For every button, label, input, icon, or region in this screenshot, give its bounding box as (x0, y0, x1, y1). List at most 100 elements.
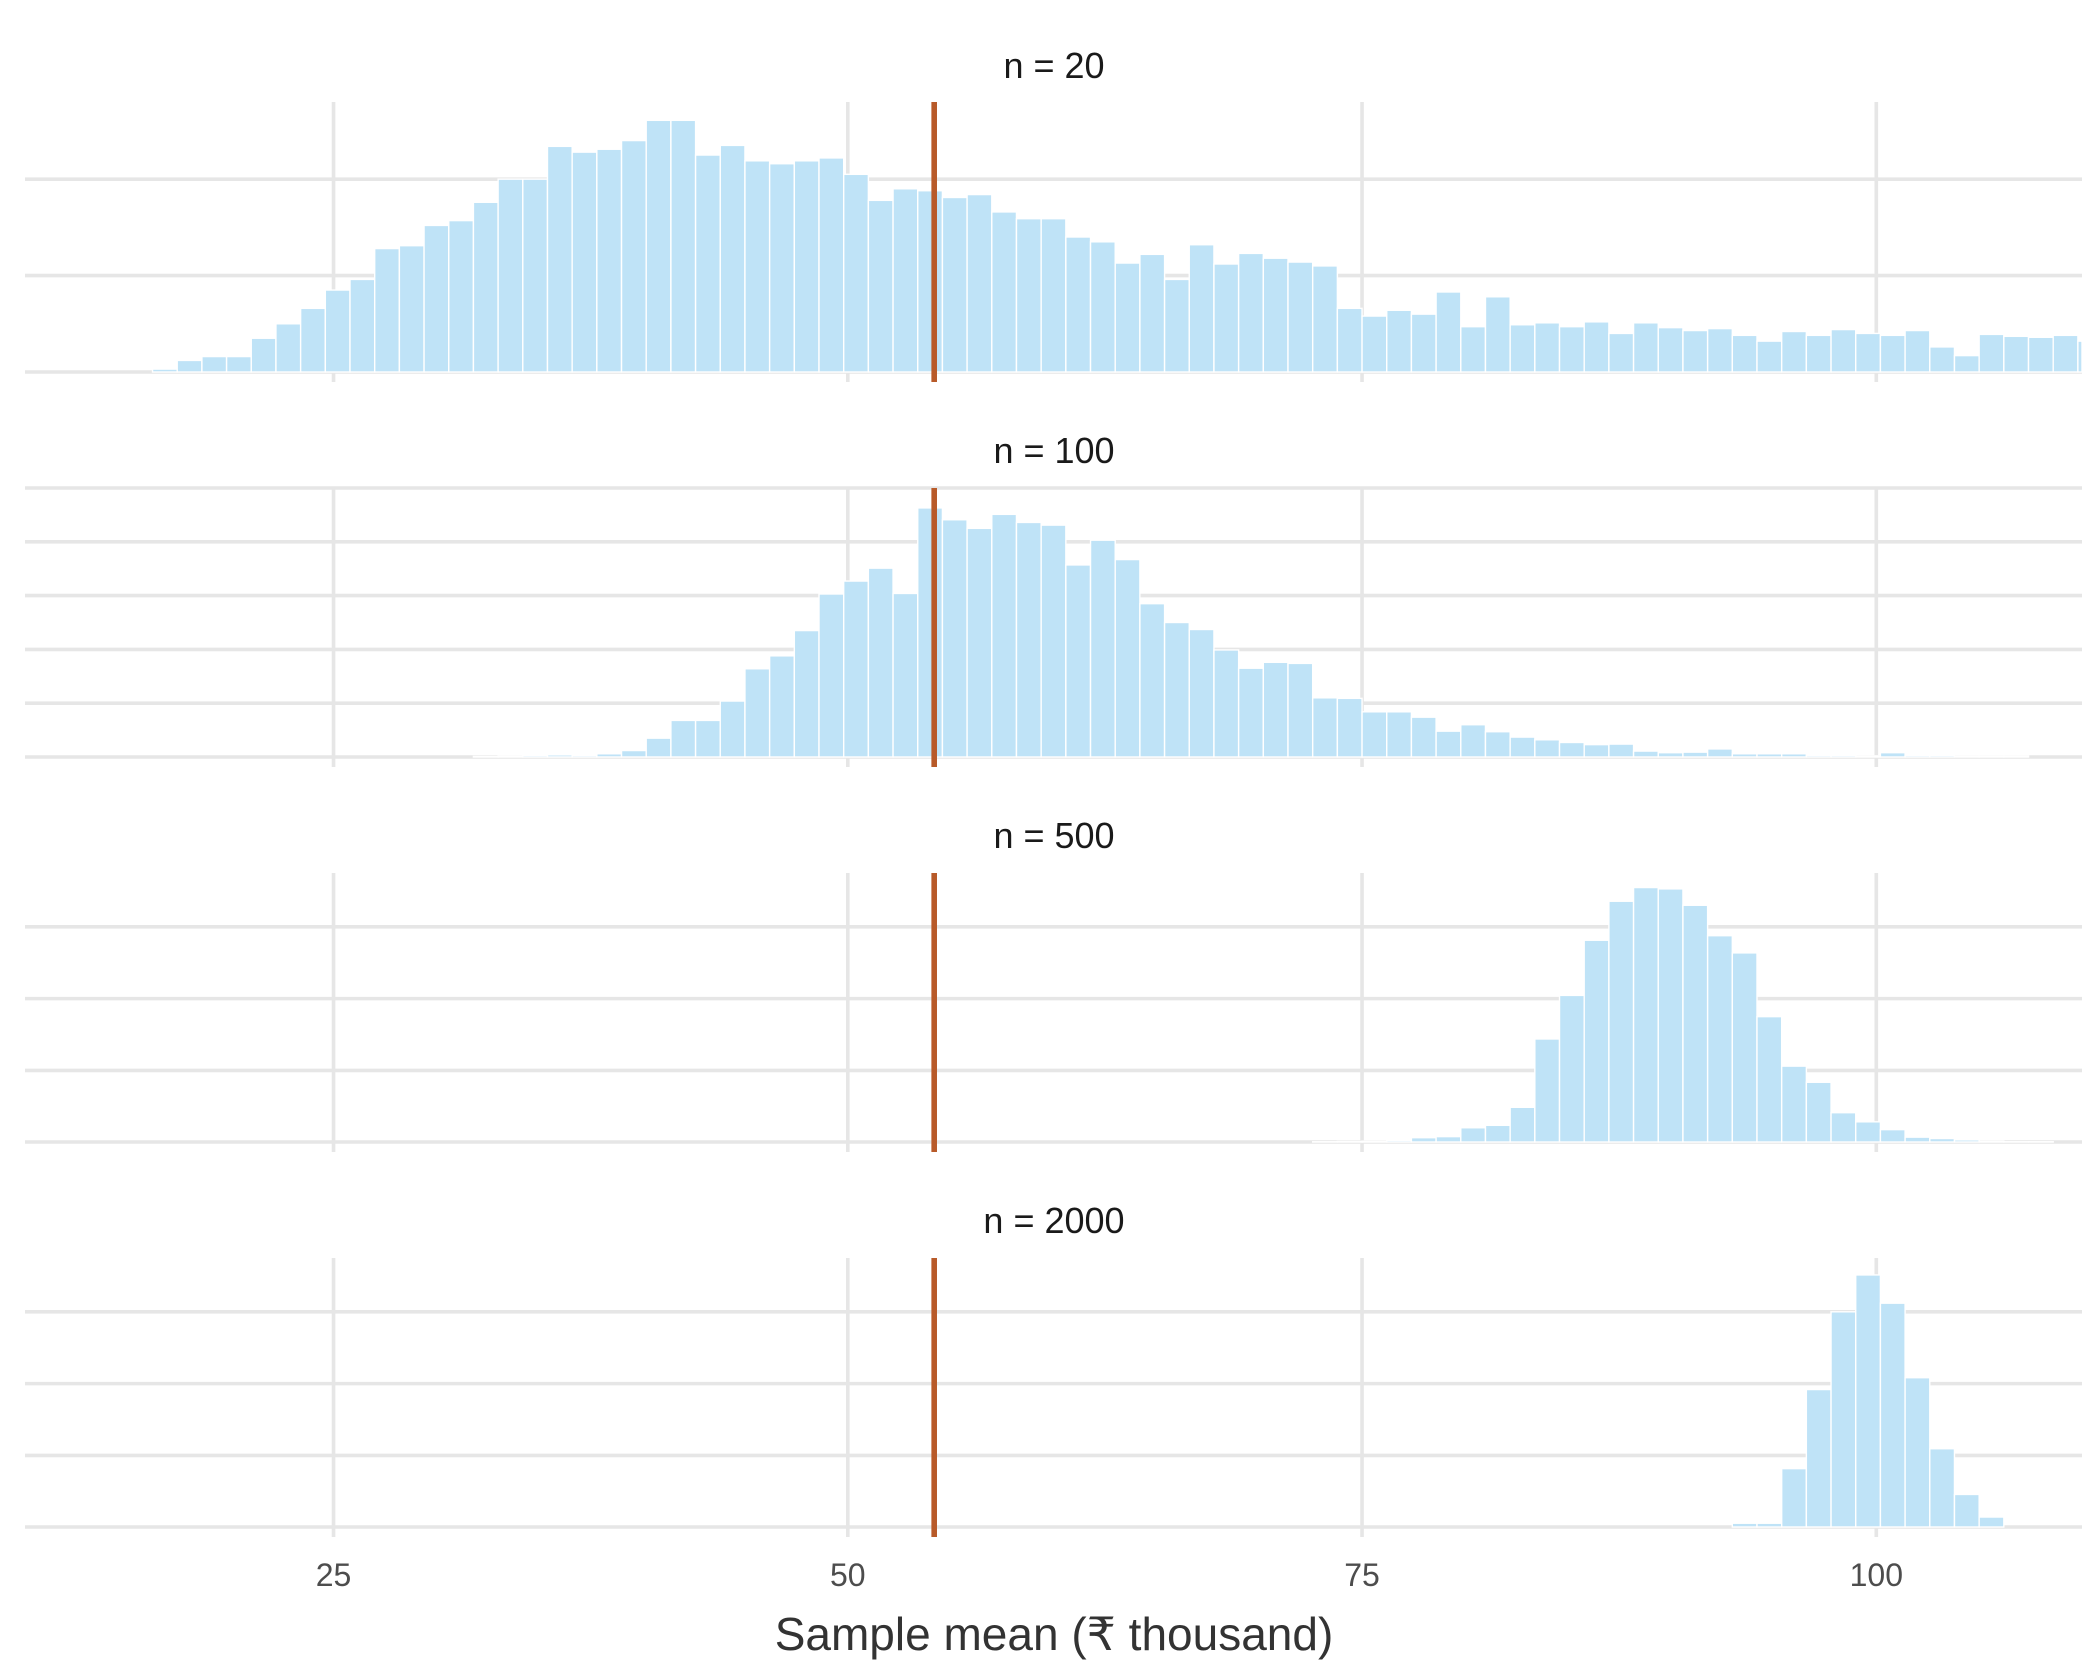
histogram-bar (768, 163, 796, 373)
panels-layer: n = 20 n = 100 n = 500 n = 2000 (25, 45, 2083, 1537)
histogram-bar (522, 754, 549, 758)
histogram-bar (744, 160, 771, 373)
histogram-bar (670, 119, 697, 373)
histogram-bar (225, 355, 252, 373)
histogram-bar (299, 307, 327, 373)
histogram-bar (1830, 1311, 1857, 1528)
histogram-bar (571, 151, 598, 373)
histogram-bar (250, 337, 277, 373)
histogram-bar (275, 323, 302, 373)
histogram-bar (1040, 217, 1067, 373)
histogram-bar (1583, 743, 1610, 758)
histogram-bar (1879, 751, 1906, 758)
facet-title-2: n = 100 (993, 430, 1114, 471)
histogram-bar (1386, 309, 1413, 373)
histogram-bar (719, 700, 746, 758)
histogram-bar (842, 173, 870, 373)
histogram-bar (1756, 753, 1783, 758)
histogram-bar (768, 655, 796, 758)
histogram-bar (1163, 621, 1190, 758)
histogram-bar (1731, 334, 1758, 373)
histogram-bar (1632, 886, 1659, 1143)
histogram-bar (1287, 662, 1314, 758)
histogram-bar (472, 201, 499, 373)
histogram-bar (1089, 539, 1116, 758)
histogram-bar (1855, 755, 1882, 758)
histogram-bar (1731, 1522, 1758, 1528)
histogram-bar (1237, 252, 1265, 373)
histogram-bar (1361, 315, 1388, 373)
histogram-bar (1731, 952, 1758, 1143)
facet-title-3: n = 500 (993, 815, 1114, 856)
histogram-bar (1953, 1139, 1980, 1143)
histogram-bar (1460, 1127, 1487, 1143)
histogram-bar (1805, 1388, 1832, 1528)
histogram-bar (1509, 736, 1536, 758)
histogram-bar (398, 244, 425, 373)
histogram-bar (1361, 1140, 1388, 1143)
histogram-bar (1460, 325, 1487, 373)
histogram-bar (1287, 261, 1314, 373)
histogram-bar (1065, 564, 1092, 758)
histogram-bar (991, 513, 1018, 758)
x-tick-label-2: 50 (830, 1557, 866, 1593)
facet-title-1: n = 20 (1003, 45, 1104, 86)
histogram-bar (1065, 236, 1092, 373)
histogram-bar (1904, 754, 1931, 758)
histogram-bar (1435, 1135, 1462, 1143)
histogram-bar (1410, 1136, 1437, 1143)
histogram-bar (1904, 1136, 1931, 1143)
histogram-bar (1978, 1516, 2005, 1528)
histogram-bar (1237, 667, 1265, 758)
histogram-bar (1904, 1377, 1931, 1528)
histogram-bar (645, 737, 672, 758)
histogram-bar (1410, 716, 1437, 758)
histogram-bar (1879, 334, 1906, 373)
histogram-bar (1509, 1106, 1536, 1143)
histogram-bar (546, 754, 573, 758)
x-axis: 25 50 75 100 (316, 1557, 1903, 1593)
histogram-bar (2003, 335, 2030, 373)
histogram-bar (941, 519, 968, 758)
histogram-bar (1213, 263, 1240, 373)
histogram-bar (1534, 739, 1561, 758)
facet-panel-3: n = 500 (25, 815, 2082, 1152)
histogram-bar (1780, 1467, 1808, 1528)
histogram-bar (1188, 244, 1215, 373)
histogram-bar (1435, 730, 1462, 758)
histogram-bar (1830, 328, 1857, 373)
histogram-bar (571, 754, 598, 758)
histogram-bar (1929, 754, 1956, 758)
histogram-bar (1953, 755, 1980, 758)
histogram-bar (546, 145, 573, 373)
histogram-bar (1435, 291, 1462, 373)
histogram-bar (1805, 1081, 1832, 1143)
histogram-bar (1509, 324, 1536, 373)
histogram-bar (522, 178, 549, 373)
facet-panel-2: n = 100 (25, 430, 2082, 767)
histogram-bar (917, 507, 944, 758)
histogram-bar (1756, 340, 1783, 373)
histogram-bar (1978, 333, 2005, 373)
histogram-bar (201, 355, 228, 373)
x-axis-title: Sample mean (₹ thousand) (775, 1608, 1334, 1660)
x-tick-label-3: 75 (1344, 1557, 1380, 1593)
histogram-bar (1929, 1137, 1956, 1143)
histogram-bar (1682, 329, 1709, 373)
histogram-bar (1311, 697, 1339, 758)
histogram-bar (1855, 332, 1882, 373)
histogram-bar (917, 190, 944, 373)
histogram-bar (645, 119, 672, 373)
histogram-bar (1879, 1302, 1906, 1528)
histogram-bar (694, 154, 721, 373)
histogram-bar (596, 753, 623, 758)
histogram-bar (1484, 1124, 1511, 1143)
histogram-bar (1262, 661, 1289, 758)
histogram-bar (1534, 322, 1561, 373)
histogram-bar (1311, 265, 1339, 373)
histogram-bar (448, 219, 475, 373)
histogram-bar (1805, 334, 1832, 373)
histogram-bar (1336, 307, 1363, 373)
histogram-bar (1657, 751, 1684, 758)
